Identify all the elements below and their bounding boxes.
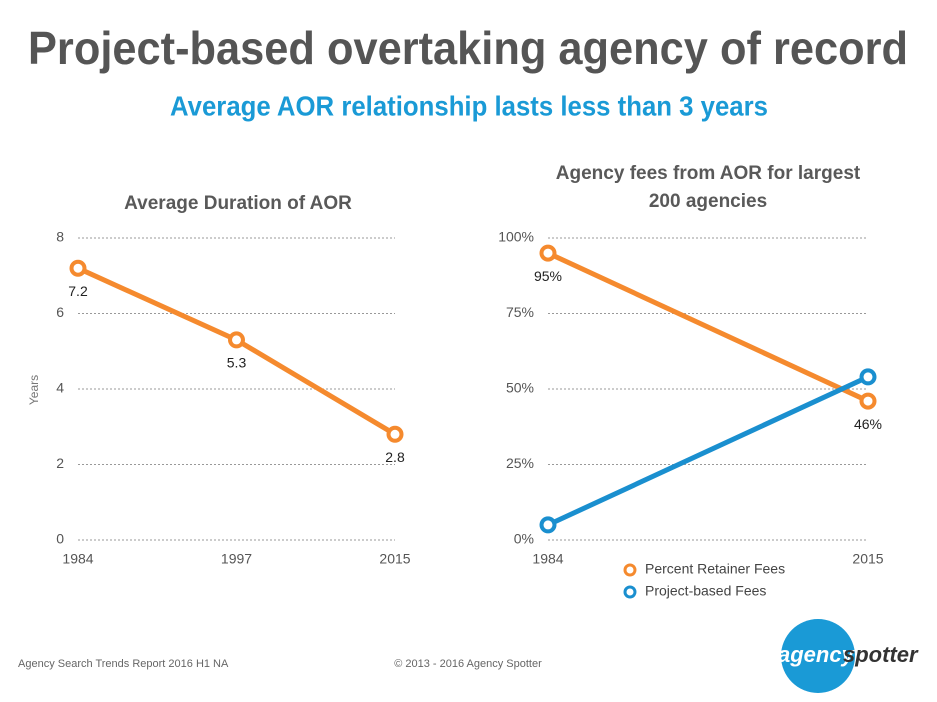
line — [546, 374, 870, 528]
legend-marker — [623, 563, 637, 577]
x-tick-label: 2015 — [852, 551, 883, 567]
y-tick-label: 0% — [514, 531, 534, 547]
page-title: Project-based overtaking agency of recor… — [28, 22, 908, 74]
x-tick-label: 1984 — [62, 551, 93, 567]
line — [76, 265, 397, 437]
point — [859, 368, 877, 386]
line — [546, 250, 870, 404]
x-tick-label: 1984 — [532, 551, 563, 567]
y-tick-label: 75% — [506, 304, 534, 320]
y-tick-label: 4 — [56, 380, 64, 396]
point — [386, 425, 404, 443]
x-tick-label: 1997 — [221, 551, 252, 567]
legend-marker — [623, 585, 637, 599]
legend-label: Project-based Fees — [645, 583, 766, 599]
y-axis-label: Years — [27, 375, 41, 405]
y-tick-label: 0 — [56, 531, 64, 547]
data-label: 46% — [854, 416, 882, 432]
y-tick-label: 50% — [506, 380, 534, 396]
y-tick-label: 8 — [56, 229, 64, 245]
logo-part2: spotter — [843, 642, 919, 667]
data-label: 7.2 — [68, 283, 88, 299]
y-tick-label: 6 — [56, 304, 64, 320]
point — [69, 259, 87, 277]
logo-badge — [781, 619, 855, 693]
point — [859, 392, 877, 410]
footer-copyright: © 2013 - 2016 Agency Spotter — [394, 658, 542, 670]
point — [228, 331, 245, 349]
data-label: 95% — [534, 268, 562, 284]
legend-label: Percent Retainer Fees — [645, 561, 785, 577]
y-tick-label: 25% — [506, 455, 534, 471]
logo-part1: agency — [778, 642, 856, 667]
chart-title: Agency fees from AOR for largest 200 age… — [555, 163, 861, 212]
x-tick-label: 2015 — [379, 551, 410, 567]
page-subtitle: Average AOR relationship lasts less than… — [170, 90, 768, 121]
chart-title: Average Duration of AOR — [124, 193, 352, 214]
y-tick-label: 2 — [56, 455, 64, 471]
point — [539, 516, 557, 534]
y-tick-label: 100% — [498, 229, 534, 245]
footer-source: Agency Search Trends Report 2016 H1 NA — [18, 658, 229, 670]
point — [539, 244, 557, 262]
data-label: 2.8 — [385, 449, 405, 465]
data-label: 5.3 — [227, 355, 247, 371]
